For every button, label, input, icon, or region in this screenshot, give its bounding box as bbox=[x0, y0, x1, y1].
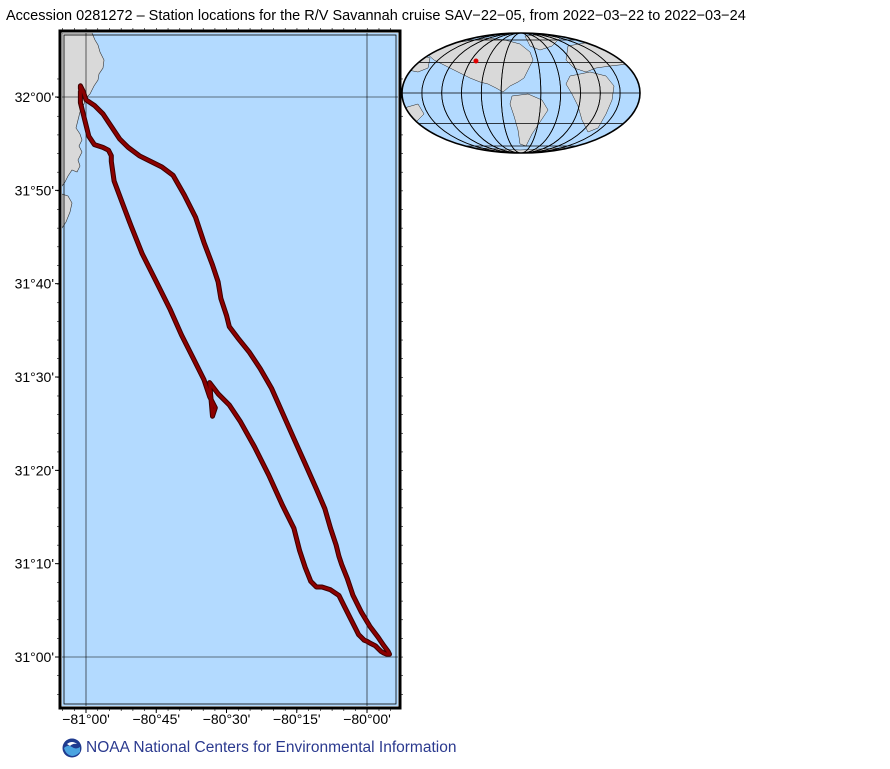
map-title: Accession 0281272 – Station locations fo… bbox=[6, 8, 746, 24]
graticule bbox=[62, 33, 398, 706]
cruise-track bbox=[77, 83, 392, 657]
noaa-footer[interactable]: NOAA National Centers for Environmental … bbox=[62, 737, 456, 759]
y-tick-label: 32°00' bbox=[15, 89, 54, 105]
barrier-island-land bbox=[62, 193, 73, 229]
x-tick-label: −80°15' bbox=[273, 711, 321, 727]
map-frame-inner bbox=[63, 34, 397, 705]
y-tick-label: 31°20' bbox=[15, 462, 54, 478]
latitude-labels: 32°00' 31°50' 31°40' 31°30' 31°20' 31°10' 31°0… bbox=[15, 89, 54, 665]
main-map-panel: −81°00' −80°45' −80°30' −80°15' −80°00' 32°0… bbox=[15, 28, 403, 727]
georgia-coast-land bbox=[62, 33, 105, 187]
x-tick-label: −80°45' bbox=[132, 711, 180, 727]
inset-south-america bbox=[509, 93, 549, 147]
map-frame-outer bbox=[58, 29, 402, 710]
coastline-land bbox=[62, 33, 105, 229]
x-tick-label: −80°00' bbox=[343, 711, 391, 727]
y-tick-label: 31°10' bbox=[15, 556, 54, 572]
noaa-logo-icon bbox=[62, 738, 82, 758]
track-line bbox=[78, 84, 391, 656]
inset-globe-map bbox=[401, 32, 641, 154]
x-tick-label: −81°00' bbox=[62, 711, 110, 727]
inset-africa bbox=[565, 71, 615, 133]
inset-location-marker bbox=[473, 58, 479, 64]
y-tick-label: 31°00' bbox=[15, 649, 54, 665]
inset-graticule bbox=[402, 33, 640, 153]
y-tick-label: 31°50' bbox=[15, 182, 54, 198]
y-tick-label: 31°30' bbox=[15, 369, 54, 385]
frame-ticks bbox=[55, 28, 403, 713]
longitude-labels: −81°00' −80°45' −80°30' −80°15' −80°00' bbox=[62, 711, 391, 727]
x-tick-label: −80°30' bbox=[203, 711, 251, 727]
y-tick-label: 31°40' bbox=[15, 276, 54, 292]
inset-outline bbox=[401, 32, 641, 154]
footer-org-name: NOAA National Centers for Environmental … bbox=[86, 739, 457, 756]
inset-north-america bbox=[424, 37, 534, 93]
ocean-area bbox=[62, 33, 398, 706]
